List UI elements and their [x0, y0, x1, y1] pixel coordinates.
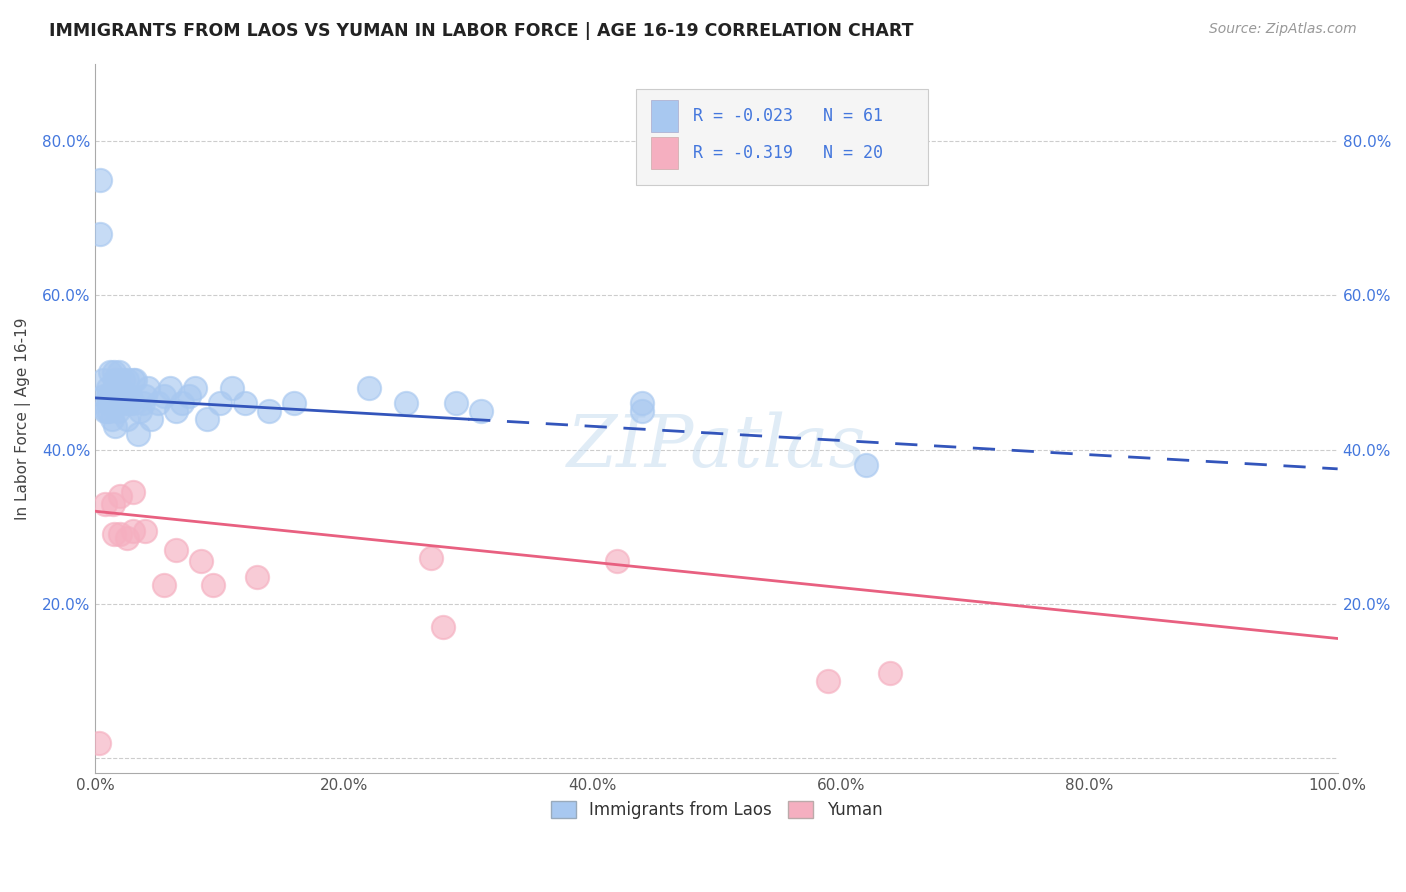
- Point: [121, 524, 143, 538]
- Point: [879, 666, 901, 681]
- Point: [202, 577, 225, 591]
- Point: [105, 381, 128, 395]
- Point: [127, 427, 149, 442]
- Point: [444, 396, 467, 410]
- Point: [98, 404, 121, 418]
- Point: [121, 485, 143, 500]
- Point: [103, 527, 125, 541]
- Point: [100, 389, 122, 403]
- Point: [110, 381, 132, 395]
- Point: [94, 404, 117, 418]
- Point: [103, 381, 125, 395]
- Point: [177, 389, 200, 403]
- Point: [141, 411, 163, 425]
- Bar: [651, 136, 678, 169]
- Point: [129, 404, 152, 418]
- Point: [233, 396, 256, 410]
- FancyBboxPatch shape: [636, 89, 928, 185]
- Point: [89, 227, 111, 241]
- Point: [208, 396, 231, 410]
- Point: [100, 411, 122, 425]
- Point: [112, 396, 135, 410]
- Point: [419, 550, 441, 565]
- Point: [159, 381, 181, 395]
- Point: [283, 396, 305, 410]
- Point: [631, 396, 654, 410]
- Point: [131, 396, 153, 410]
- Point: [124, 373, 146, 387]
- Point: [221, 381, 243, 395]
- Point: [246, 570, 269, 584]
- Point: [817, 673, 839, 688]
- Point: [101, 497, 124, 511]
- Point: [98, 396, 121, 410]
- Point: [108, 366, 131, 380]
- Text: R = -0.319   N = 20: R = -0.319 N = 20: [693, 144, 883, 161]
- Point: [101, 396, 124, 410]
- Point: [432, 620, 454, 634]
- Point: [115, 531, 138, 545]
- Point: [146, 396, 169, 410]
- Point: [120, 389, 142, 403]
- Point: [97, 381, 120, 395]
- Point: [97, 389, 120, 403]
- Point: [93, 389, 115, 403]
- Point: [96, 404, 118, 418]
- Point: [134, 389, 156, 403]
- Point: [89, 172, 111, 186]
- Point: [118, 396, 141, 410]
- Point: [115, 373, 138, 387]
- Point: [134, 524, 156, 538]
- Point: [104, 419, 127, 434]
- Point: [104, 373, 127, 387]
- Point: [470, 404, 492, 418]
- Point: [152, 389, 174, 403]
- Point: [190, 554, 212, 568]
- Point: [107, 396, 129, 410]
- Point: [395, 396, 418, 410]
- Bar: [651, 100, 678, 132]
- Point: [97, 396, 120, 410]
- Point: [136, 381, 159, 395]
- Point: [172, 396, 194, 410]
- Text: IMMIGRANTS FROM LAOS VS YUMAN IN LABOR FORCE | AGE 16-19 CORRELATION CHART: IMMIGRANTS FROM LAOS VS YUMAN IN LABOR F…: [49, 22, 914, 40]
- Point: [91, 373, 114, 387]
- Text: ZIPatlas: ZIPatlas: [567, 412, 866, 483]
- Point: [152, 577, 174, 591]
- Point: [89, 735, 111, 749]
- Point: [94, 497, 117, 511]
- Y-axis label: In Labor Force | Age 16-19: In Labor Force | Age 16-19: [15, 318, 31, 520]
- Point: [165, 542, 187, 557]
- Point: [110, 489, 132, 503]
- Point: [100, 396, 122, 410]
- Point: [184, 381, 207, 395]
- Point: [100, 366, 122, 380]
- Point: [111, 373, 134, 387]
- Point: [110, 527, 132, 541]
- Point: [107, 404, 129, 418]
- Legend: Immigrants from Laos, Yuman: Immigrants from Laos, Yuman: [544, 794, 889, 825]
- Text: Source: ZipAtlas.com: Source: ZipAtlas.com: [1209, 22, 1357, 37]
- Point: [103, 366, 125, 380]
- Text: R = -0.023   N = 61: R = -0.023 N = 61: [693, 107, 883, 125]
- Point: [357, 381, 380, 395]
- Point: [195, 411, 218, 425]
- Point: [259, 404, 281, 418]
- Point: [631, 404, 654, 418]
- Point: [121, 396, 143, 410]
- Point: [855, 458, 877, 472]
- Point: [121, 373, 143, 387]
- Point: [115, 411, 138, 425]
- Point: [110, 389, 132, 403]
- Point: [606, 554, 628, 568]
- Point: [165, 404, 187, 418]
